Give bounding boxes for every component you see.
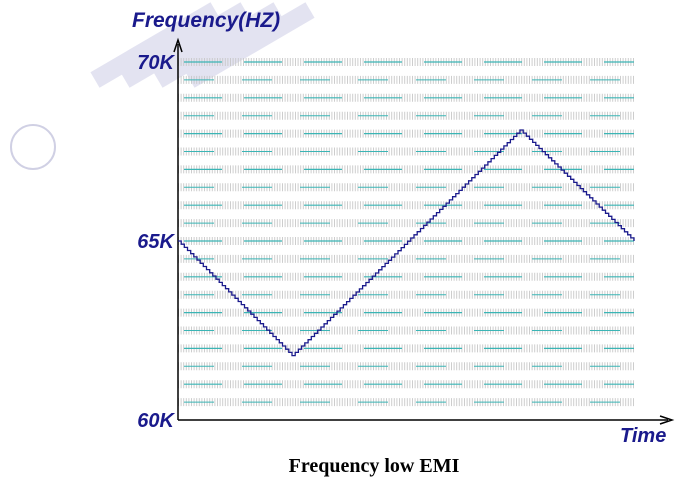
- series-layer: [177, 129, 635, 357]
- y-axis-arrow: [173, 37, 183, 53]
- chart-title: Frequency low EMI: [289, 455, 460, 477]
- watermark: [10, 2, 315, 170]
- y-tick-label: 60K: [137, 410, 175, 432]
- watermark-stripe: [185, 2, 315, 88]
- y-tick-label: 70K: [137, 52, 175, 74]
- y-tick-label: 65K: [137, 231, 175, 253]
- x-axis-arrow: [659, 415, 675, 425]
- grid: [178, 58, 634, 407]
- series-line: [178, 129, 635, 357]
- y-axis-title: Frequency(HZ): [132, 9, 280, 32]
- y-tick-labels: 60K 65K 70K: [137, 52, 175, 432]
- watermark-seal: [10, 124, 56, 170]
- watermark-stripe: [120, 2, 250, 88]
- watermark-stripe: [90, 2, 220, 88]
- axes: [173, 37, 675, 425]
- x-axis-title: Time: [620, 425, 666, 447]
